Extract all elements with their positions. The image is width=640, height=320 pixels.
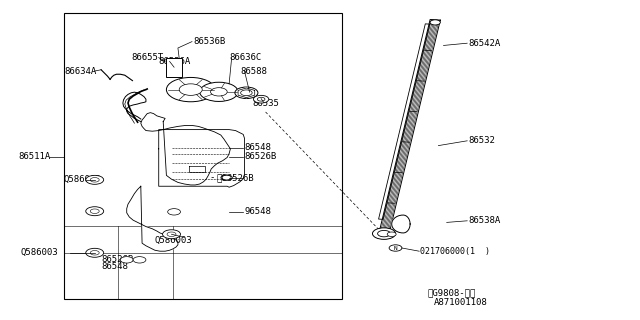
Circle shape (253, 95, 269, 103)
Polygon shape (379, 20, 440, 234)
Circle shape (86, 175, 104, 184)
Polygon shape (379, 24, 429, 219)
Text: 86548: 86548 (101, 262, 128, 271)
Bar (166, 58, 182, 77)
Circle shape (166, 77, 215, 102)
Text: Q586003: Q586003 (20, 248, 58, 257)
Text: 86511A: 86511A (18, 152, 50, 161)
Circle shape (200, 82, 238, 101)
Circle shape (241, 90, 252, 96)
Circle shape (90, 178, 99, 182)
Text: 86636C: 86636C (229, 53, 261, 62)
Text: 86532: 86532 (468, 136, 495, 145)
Polygon shape (141, 113, 230, 185)
Polygon shape (159, 130, 244, 187)
Circle shape (430, 20, 440, 25)
Circle shape (222, 175, 232, 180)
Circle shape (257, 97, 265, 101)
Circle shape (372, 228, 396, 239)
Circle shape (86, 248, 104, 257)
Text: 86655T: 86655T (131, 53, 163, 62)
Circle shape (387, 232, 396, 236)
Text: 86536B: 86536B (193, 37, 225, 46)
Text: Q586003: Q586003 (64, 175, 102, 184)
Circle shape (163, 230, 180, 239)
Circle shape (90, 209, 99, 213)
Polygon shape (123, 92, 146, 122)
Bar (64, 13, 342, 299)
Text: N: N (394, 245, 397, 251)
Circle shape (179, 84, 202, 95)
Text: 96548: 96548 (244, 207, 271, 216)
Circle shape (167, 232, 176, 236)
Circle shape (378, 230, 390, 237)
Circle shape (133, 257, 146, 263)
Circle shape (120, 257, 133, 263)
Circle shape (235, 87, 258, 99)
Text: Q586003: Q586003 (155, 236, 193, 245)
Circle shape (86, 207, 104, 216)
Text: 86536A: 86536A (159, 57, 191, 66)
Text: 86526B: 86526B (216, 173, 254, 182)
Text: （G9808-　）: （G9808- ） (428, 288, 476, 297)
Text: 86548: 86548 (244, 143, 271, 152)
Polygon shape (238, 88, 255, 98)
Polygon shape (392, 215, 410, 233)
Polygon shape (127, 186, 178, 251)
Text: 86535: 86535 (253, 100, 280, 108)
Text: 86542A: 86542A (468, 39, 500, 48)
Text: -: - (210, 173, 215, 182)
Circle shape (90, 251, 99, 255)
Text: 86526B: 86526B (244, 152, 276, 161)
Text: 86634A: 86634A (64, 67, 96, 76)
Circle shape (168, 209, 180, 215)
Circle shape (211, 88, 227, 96)
Text: 86588: 86588 (240, 67, 267, 76)
Text: 86526B: 86526B (101, 255, 133, 264)
Text: A871001108: A871001108 (434, 298, 488, 307)
Text: 021706000(1  ): 021706000(1 ) (420, 247, 490, 256)
Text: 86538A: 86538A (468, 216, 500, 225)
